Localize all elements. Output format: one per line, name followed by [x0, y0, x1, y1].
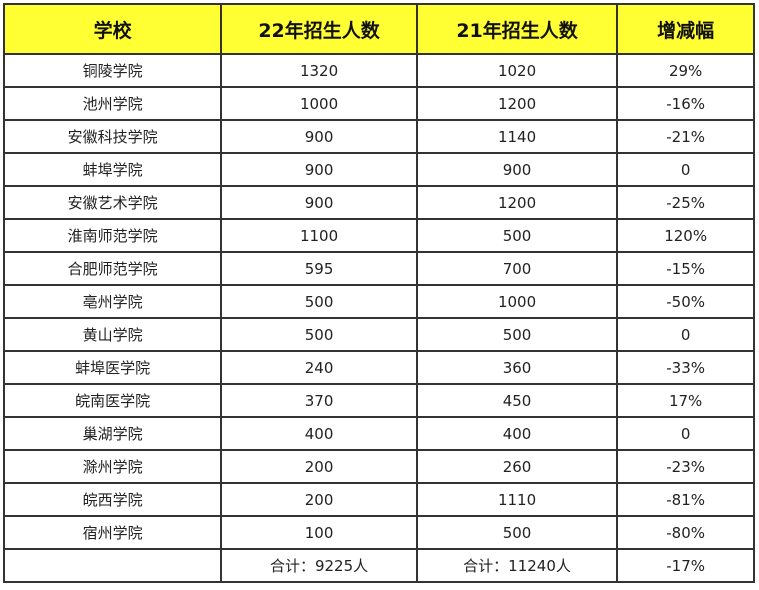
table-row: 亳州学院 500 1000 -50% — [2, 284, 755, 319]
enrollment-2021-cell: 1140 — [415, 119, 619, 154]
header-row: 学校 22年招生人数 21年招生人数 增减幅 — [2, 3, 755, 55]
change-cell: -25% — [616, 185, 755, 220]
enrollment-2021-cell: 700 — [415, 251, 619, 286]
school-cell: 安徽艺术学院 — [2, 185, 223, 220]
school-cell: 蚌埠学院 — [2, 152, 223, 187]
change-cell: 0 — [616, 416, 755, 451]
enrollment-2021-cell: 360 — [415, 350, 619, 385]
school-cell: 亳州学院 — [2, 284, 223, 319]
enrollment-2022-cell: 900 — [220, 185, 418, 220]
enrollment-2022-cell: 240 — [220, 350, 418, 385]
total-enrollment-2021-cell: 合计：11240人 — [415, 548, 619, 583]
table-row: 宿州学院 100 500 -80% — [2, 515, 755, 550]
enrollment-2022-cell: 900 — [220, 152, 418, 187]
header-school: 学校 — [2, 3, 223, 55]
enrollment-2021-cell: 450 — [415, 383, 619, 418]
enrollment-2021-cell: 1020 — [415, 53, 619, 88]
enrollment-2022-cell: 900 — [220, 119, 418, 154]
change-cell: -81% — [616, 482, 755, 517]
school-cell: 铜陵学院 — [2, 53, 223, 88]
enrollment-2021-cell: 400 — [415, 416, 619, 451]
table-row: 蚌埠学院 900 900 0 — [2, 152, 755, 187]
enrollment-2022-cell: 400 — [220, 416, 418, 451]
change-cell: -16% — [616, 86, 755, 121]
change-cell: 120% — [616, 218, 755, 253]
enrollment-2021-cell: 260 — [415, 449, 619, 484]
school-cell: 池州学院 — [2, 86, 223, 121]
total-enrollment-2022-cell: 合计：9225人 — [220, 548, 418, 583]
enrollment-2022-cell: 100 — [220, 515, 418, 550]
total-change-cell: -17% — [616, 548, 755, 583]
school-cell: 滁州学院 — [2, 449, 223, 484]
enrollment-2021-cell: 1000 — [415, 284, 619, 319]
school-cell: 蚌埠医学院 — [2, 350, 223, 385]
change-cell: 0 — [616, 152, 755, 187]
change-cell: 29% — [616, 53, 755, 88]
change-cell: 0 — [616, 317, 755, 352]
table-row: 铜陵学院 1320 1020 29% — [2, 53, 755, 88]
table-row: 蚌埠医学院 240 360 -33% — [2, 350, 755, 385]
total-school-cell — [2, 548, 223, 583]
table-row: 巢湖学院 400 400 0 — [2, 416, 755, 451]
school-cell: 宿州学院 — [2, 515, 223, 550]
change-cell: -21% — [616, 119, 755, 154]
school-cell: 巢湖学院 — [2, 416, 223, 451]
enrollment-2021-cell: 500 — [415, 317, 619, 352]
enrollment-2022-cell: 595 — [220, 251, 418, 286]
school-cell: 合肥师范学院 — [2, 251, 223, 286]
school-cell: 皖西学院 — [2, 482, 223, 517]
header-2022-enrollment: 22年招生人数 — [220, 3, 418, 55]
table-row: 淮南师范学院 1100 500 120% — [2, 218, 755, 253]
school-cell: 安徽科技学院 — [2, 119, 223, 154]
change-cell: -80% — [616, 515, 755, 550]
table-row: 池州学院 1000 1200 -16% — [2, 86, 755, 121]
change-cell: -33% — [616, 350, 755, 385]
header-2021-enrollment: 21年招生人数 — [415, 3, 619, 55]
enrollment-2022-cell: 200 — [220, 449, 418, 484]
enrollment-2022-cell: 1320 — [220, 53, 418, 88]
enrollment-2021-cell: 500 — [415, 515, 619, 550]
table-row: 皖西学院 200 1110 -81% — [2, 482, 755, 517]
enrollment-2022-cell: 500 — [220, 284, 418, 319]
table-row: 合肥师范学院 595 700 -15% — [2, 251, 755, 286]
enrollment-2021-cell: 900 — [415, 152, 619, 187]
table-row: 安徽科技学院 900 1140 -21% — [2, 119, 755, 154]
school-cell: 淮南师范学院 — [2, 218, 223, 253]
enrollment-2022-cell: 1100 — [220, 218, 418, 253]
header-change: 增减幅 — [616, 3, 755, 55]
table-row: 黄山学院 500 500 0 — [2, 317, 755, 352]
enrollment-2021-cell: 1200 — [415, 185, 619, 220]
change-cell: -15% — [616, 251, 755, 286]
enrollment-2022-cell: 1000 — [220, 86, 418, 121]
table-row: 安徽艺术学院 900 1200 -25% — [2, 185, 755, 220]
table-row: 滁州学院 200 260 -23% — [2, 449, 755, 484]
enrollment-table: 学校 22年招生人数 21年招生人数 增减幅 铜陵学院 1320 1020 29% 池州… — [2, 3, 755, 583]
enrollment-2021-cell: 500 — [415, 218, 619, 253]
table-row: 皖南医学院 370 450 17% — [2, 383, 755, 418]
enrollment-2021-cell: 1200 — [415, 86, 619, 121]
enrollment-2022-cell: 500 — [220, 317, 418, 352]
enrollment-2022-cell: 370 — [220, 383, 418, 418]
enrollment-2021-cell: 1110 — [415, 482, 619, 517]
enrollment-2022-cell: 200 — [220, 482, 418, 517]
change-cell: -23% — [616, 449, 755, 484]
school-cell: 皖南医学院 — [2, 383, 223, 418]
school-cell: 黄山学院 — [2, 317, 223, 352]
total-row: 合计：9225人 合计：11240人 -17% — [2, 548, 755, 583]
change-cell: -50% — [616, 284, 755, 319]
change-cell: 17% — [616, 383, 755, 418]
